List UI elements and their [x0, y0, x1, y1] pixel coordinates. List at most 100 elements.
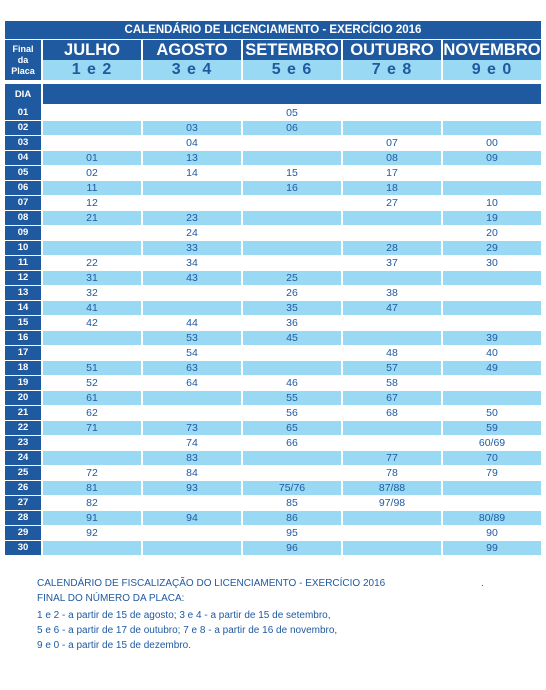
plate-cell-setembro: 26 — [243, 286, 341, 301]
table-row: 17 54 48 40 — [5, 346, 541, 361]
calendar-container: CALENDÁRIO DE LICENCIAMENTO - EXERCÍCIO … — [3, 21, 543, 556]
table-row: 01 05 — [5, 106, 541, 121]
day-number: 14 — [5, 301, 41, 316]
plate-cell-outubro: 47 — [343, 301, 441, 316]
plate-cell-outubro — [343, 121, 441, 136]
plate-cell-outubro: 57 — [343, 361, 441, 376]
plate-cell-setembro: 35 — [243, 301, 341, 316]
plate-cell-agosto: 34 — [143, 256, 241, 271]
plate-cell-setembro — [243, 136, 341, 151]
plate-cell-julho: 52 — [43, 376, 141, 391]
plate-endings-outubro: 7 e 8 — [343, 60, 441, 80]
plate-cell-outubro: 28 — [343, 241, 441, 256]
plate-cell-outubro — [343, 511, 441, 526]
plate-cell-setembro — [243, 241, 341, 256]
table-row: 15 42 44 36 — [5, 316, 541, 331]
table-row: 03 04 07 00 — [5, 136, 541, 151]
month-header-agosto: AGOSTO — [143, 40, 241, 60]
day-number: 23 — [5, 436, 41, 451]
day-number: 08 — [5, 211, 41, 226]
plate-cell-setembro: 75/76 — [243, 481, 341, 496]
plate-cell-agosto — [143, 286, 241, 301]
plate-cell-setembro: 05 — [243, 106, 341, 121]
day-number: 19 — [5, 376, 41, 391]
plate-cell-setembro: 45 — [243, 331, 341, 346]
plate-cell-novembro: 30 — [443, 256, 541, 271]
header-label-line-2: da — [17, 54, 29, 65]
plate-cell-outubro — [343, 421, 441, 436]
plate-cell-novembro: 29 — [443, 241, 541, 256]
plate-cell-setembro: 56 — [243, 406, 341, 421]
plate-cell-setembro: 86 — [243, 511, 341, 526]
day-number: 07 — [5, 196, 41, 211]
plate-cell-novembro — [443, 286, 541, 301]
plate-cell-novembro: 19 — [443, 211, 541, 226]
day-number: 17 — [5, 346, 41, 361]
plate-cell-agosto: 53 — [143, 331, 241, 346]
header-spacer — [5, 80, 541, 84]
plate-endings-agosto: 3 e 4 — [143, 60, 241, 80]
plate-cell-setembro: 06 — [243, 121, 341, 136]
day-number: 16 — [5, 331, 41, 346]
plate-cell-setembro — [243, 196, 341, 211]
plate-cell-setembro: 16 — [243, 181, 341, 196]
plate-cell-novembro — [443, 496, 541, 511]
month-header-novembro: NOVEMBRO — [443, 40, 541, 60]
plate-cell-agosto: 23 — [143, 211, 241, 226]
day-number: 09 — [5, 226, 41, 241]
day-number: 06 — [5, 181, 41, 196]
plate-cell-agosto — [143, 301, 241, 316]
plate-cell-julho — [43, 541, 141, 556]
plate-cell-outubro: 97/98 — [343, 496, 441, 511]
plate-cell-agosto — [143, 391, 241, 406]
day-number: 25 — [5, 466, 41, 481]
plate-cell-novembro — [443, 301, 541, 316]
table-row: 22 71 73 65 59 — [5, 421, 541, 436]
notes-dot: . — [481, 578, 484, 589]
plate-cell-outubro: 37 — [343, 256, 441, 271]
plate-cell-julho: 92 — [43, 526, 141, 541]
plate-cell-novembro: 50 — [443, 406, 541, 421]
plate-cell-julho: 82 — [43, 496, 141, 511]
plate-cell-agosto — [143, 526, 241, 541]
plate-cell-setembro: 36 — [243, 316, 341, 331]
plate-cell-setembro: 15 — [243, 166, 341, 181]
plate-cell-outubro — [343, 211, 441, 226]
month-header-setembro: SETEMBRO — [243, 40, 341, 60]
plate-cell-outubro — [343, 316, 441, 331]
plate-cell-julho: 61 — [43, 391, 141, 406]
plate-cell-outubro: 38 — [343, 286, 441, 301]
plate-cell-novembro: 39 — [443, 331, 541, 346]
plate-cell-novembro: 90 — [443, 526, 541, 541]
plate-cell-julho: 22 — [43, 256, 141, 271]
plate-cell-julho — [43, 331, 141, 346]
plate-cell-outubro: 08 — [343, 151, 441, 166]
plate-cell-outubro: 58 — [343, 376, 441, 391]
day-number: 10 — [5, 241, 41, 256]
plate-cell-agosto: 93 — [143, 481, 241, 496]
plate-cell-julho — [43, 241, 141, 256]
plate-cell-julho: 02 — [43, 166, 141, 181]
plate-cell-julho: 62 — [43, 406, 141, 421]
plate-cell-agosto: 84 — [143, 466, 241, 481]
plate-cell-novembro — [443, 391, 541, 406]
plate-cell-novembro: 10 — [443, 196, 541, 211]
plate-cell-agosto — [143, 406, 241, 421]
plate-cell-outubro: 17 — [343, 166, 441, 181]
plate-cell-agosto: 13 — [143, 151, 241, 166]
plate-cell-julho: 12 — [43, 196, 141, 211]
table-row: 23 74 66 60/69 — [5, 436, 541, 451]
table-row: 26 81 93 75/76 87/88 — [5, 481, 541, 496]
fiscalization-notes: CALENDÁRIO DE FISCALIZAÇÃO DO LICENCIAME… — [37, 576, 517, 653]
plate-cell-novembro: 79 — [443, 466, 541, 481]
dia-label: DIA — [5, 84, 41, 106]
day-number: 05 — [5, 166, 41, 181]
plate-cell-julho — [43, 346, 141, 361]
day-number: 20 — [5, 391, 41, 406]
plate-cell-setembro: 95 — [243, 526, 341, 541]
table-row: 16 53 45 39 — [5, 331, 541, 346]
plate-endings-novembro: 9 e 0 — [443, 60, 541, 80]
plate-cell-novembro — [443, 166, 541, 181]
plate-cell-outubro: 78 — [343, 466, 441, 481]
plate-cell-julho: 91 — [43, 511, 141, 526]
